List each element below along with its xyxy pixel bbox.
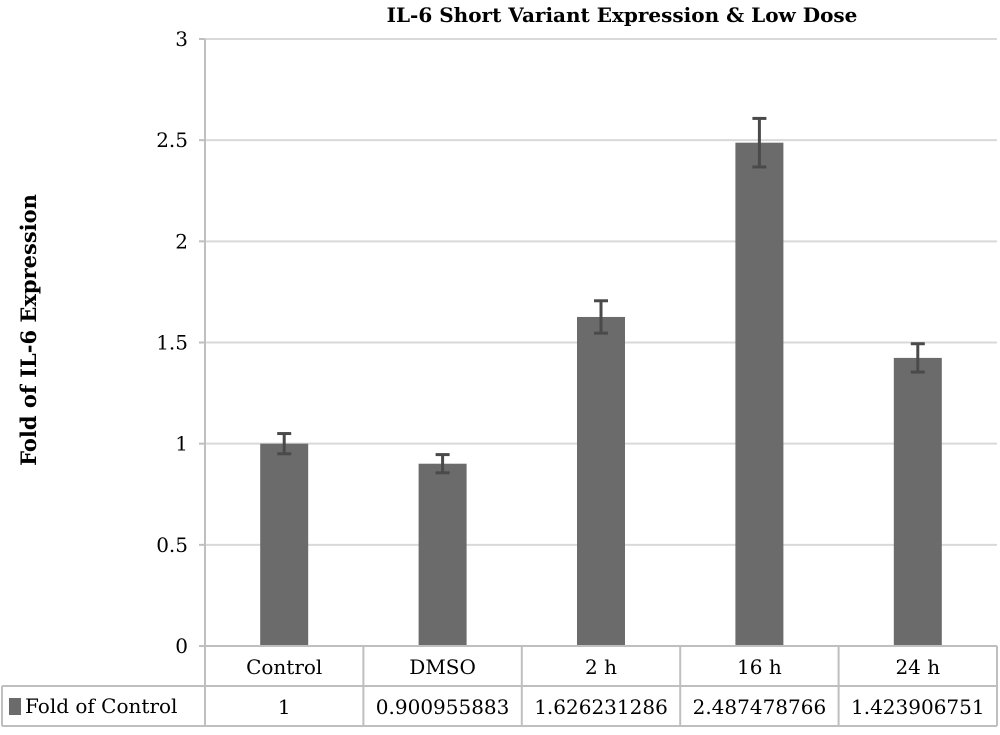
bars (260, 142, 942, 646)
y-tick-label: 1 (175, 432, 188, 456)
y-tick-label: 0 (175, 634, 188, 658)
data-label: 2.487478766 (693, 695, 827, 719)
x-tick-label: DMSO (409, 655, 476, 679)
y-axis-ticks: 0 0.5 1 1.5 2 2.5 3 (156, 27, 206, 658)
bar (418, 463, 467, 646)
legend-swatch (9, 698, 21, 715)
y-tick-label: 2 (175, 229, 188, 253)
bar (893, 357, 942, 646)
x-tick-label: Control (246, 655, 322, 679)
legend-label: Fold of Control (25, 694, 177, 718)
data-label: 0.900955883 (376, 695, 510, 719)
bar (735, 142, 784, 646)
data-label: 1 (278, 695, 291, 719)
x-tick-label: 2 h (585, 655, 617, 679)
bar (260, 443, 309, 646)
chart-title: IL-6 Short Variant Expression & Low Dose (387, 3, 858, 27)
y-tick-label: 3 (175, 27, 188, 51)
x-tick-label: 16 h (737, 655, 782, 679)
y-tick-label: 0.5 (156, 533, 188, 557)
y-axis-label: Fold of IL-6 Expression (16, 194, 41, 466)
y-tick-label: 2.5 (156, 128, 188, 152)
data-label: 1.626231286 (534, 695, 668, 719)
bar (577, 316, 625, 646)
error-bars (277, 116, 925, 475)
data-label: 1.423906751 (851, 695, 985, 719)
y-tick-label: 1.5 (156, 331, 188, 355)
data-table: Control 1 DMSO 0.900955883 2 h 1.626231286 16 … (1, 645, 998, 727)
x-tick-label: 24 h (895, 655, 940, 679)
